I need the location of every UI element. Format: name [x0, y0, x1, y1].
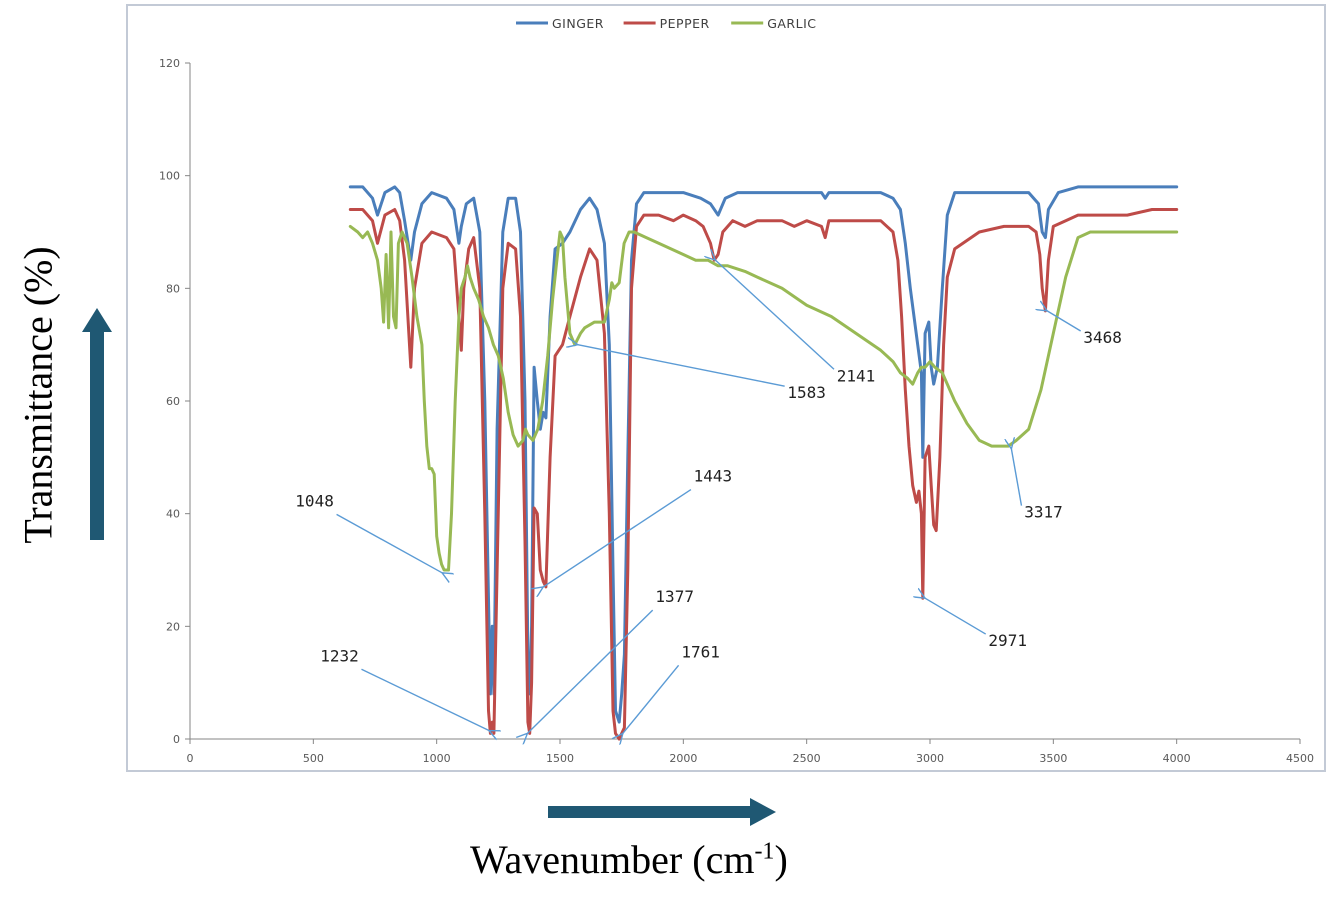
x-tick-label: 500 [303, 752, 324, 765]
annotation-arrow-1583 [578, 345, 785, 387]
x-tick-label: 2500 [793, 752, 821, 765]
x-tick-label: 1000 [423, 752, 451, 765]
legend-label-pepper: PEPPER [660, 16, 710, 31]
annotation-arrow-1443 [543, 488, 692, 587]
y-axis-arrow [82, 308, 112, 540]
series-line-ginger [348, 185, 1179, 724]
annotation-label-2971: 2971 [988, 631, 1027, 650]
series-line-pepper [348, 208, 1179, 741]
chart-frame: GINGER PEPPER GARLIC 0 20 40 60 80 100 120 0 500 10… [126, 4, 1326, 772]
annotation-arrow-3468 [1047, 311, 1082, 332]
series-line-garlic [348, 224, 1179, 572]
x-axis-label-close: ) [774, 837, 788, 882]
annotation-arrow-1761 [623, 664, 680, 733]
series-lines [348, 185, 1179, 741]
y-tick-label: 80 [166, 282, 180, 295]
annotation-label-1583: 1583 [787, 383, 826, 402]
annotation-label-1232: 1232 [320, 646, 359, 665]
annotation-label-1761: 1761 [681, 642, 720, 661]
y-tick-label: 120 [159, 57, 180, 70]
axes: 0 20 40 60 80 100 120 0 500 1000 1500 2000 2500 3000 3… [159, 57, 1314, 765]
x-tick-label: 4500 [1286, 752, 1314, 765]
y-tick-label: 60 [166, 395, 180, 408]
annotation-arrow-3317 [1011, 449, 1023, 506]
x-tick-label: 0 [187, 752, 194, 765]
annotation-arrow-1232 [361, 668, 488, 730]
legend-label-ginger: GINGER [552, 16, 604, 31]
annotation-label-3317: 3317 [1024, 503, 1063, 522]
y-tick-label: 20 [166, 620, 180, 633]
x-axis-label: Wavenumber (cm-1) [470, 836, 788, 883]
y-tick-label: 40 [166, 508, 180, 521]
x-axis-label-exponent: -1 [754, 838, 775, 865]
x-axis-arrow [548, 798, 776, 826]
annotation-arrow-2141 [715, 260, 835, 370]
annotation-arrow-1377 [527, 609, 654, 733]
x-tick-label: 4000 [1163, 752, 1191, 765]
x-tick-label: 1500 [546, 752, 574, 765]
plot-area: GINGER PEPPER GARLIC 0 20 40 60 80 100 120 0 500 10… [159, 16, 1314, 765]
annotation-label-2141: 2141 [837, 366, 876, 385]
x-tick-label: 3500 [1039, 752, 1067, 765]
annotation-label-1377: 1377 [655, 587, 694, 606]
annotation-arrow-1048 [336, 513, 443, 572]
annotation-arrow-2971 [925, 598, 987, 635]
legend: GINGER PEPPER GARLIC [516, 16, 816, 31]
peak-annotations: 1048 1232 1377 1443 1583 1761 2141 2971 3317 3468 [295, 260, 1122, 733]
x-tick-label: 2000 [669, 752, 697, 765]
annotation-label-1443: 1443 [694, 467, 733, 486]
y-tick-label: 0 [173, 733, 180, 746]
y-axis-label: Transmittance (%) [15, 246, 61, 544]
x-axis-label-text: Wavenumber (cm [470, 837, 755, 882]
annotation-label-1048: 1048 [295, 491, 334, 510]
annotation-label-3468: 3468 [1083, 328, 1122, 347]
x-tick-label: 3000 [916, 752, 944, 765]
legend-label-garlic: GARLIC [767, 16, 816, 31]
y-tick-label: 100 [159, 170, 180, 183]
